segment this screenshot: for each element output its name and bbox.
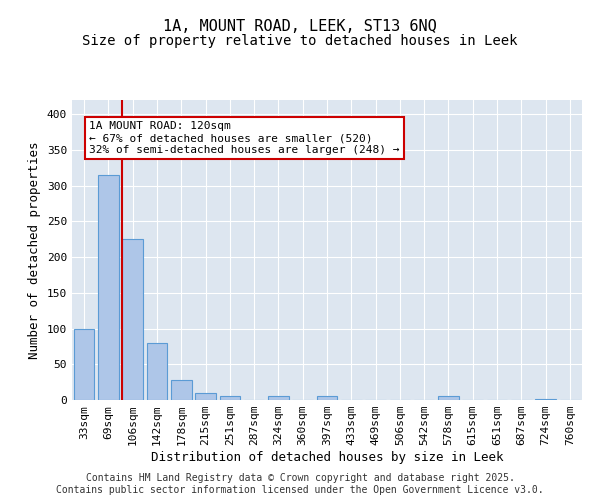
Bar xyxy=(220,396,240,400)
Bar xyxy=(74,328,94,400)
Bar xyxy=(195,393,216,400)
Text: 1A, MOUNT ROAD, LEEK, ST13 6NQ: 1A, MOUNT ROAD, LEEK, ST13 6NQ xyxy=(163,19,437,34)
Text: Size of property relative to detached houses in Leek: Size of property relative to detached ho… xyxy=(82,34,518,48)
Text: Contains HM Land Registry data © Crown copyright and database right 2025.
Contai: Contains HM Land Registry data © Crown c… xyxy=(56,474,544,495)
Text: 1A MOUNT ROAD: 120sqm
← 67% of detached houses are smaller (520)
32% of semi-det: 1A MOUNT ROAD: 120sqm ← 67% of detached … xyxy=(89,122,400,154)
Bar xyxy=(146,343,167,400)
Bar xyxy=(268,396,289,400)
Bar xyxy=(535,398,556,400)
Bar xyxy=(171,380,191,400)
Bar xyxy=(122,240,143,400)
Bar xyxy=(317,396,337,400)
Bar xyxy=(438,396,459,400)
Y-axis label: Number of detached properties: Number of detached properties xyxy=(28,141,41,359)
X-axis label: Distribution of detached houses by size in Leek: Distribution of detached houses by size … xyxy=(151,451,503,464)
Bar xyxy=(98,175,119,400)
